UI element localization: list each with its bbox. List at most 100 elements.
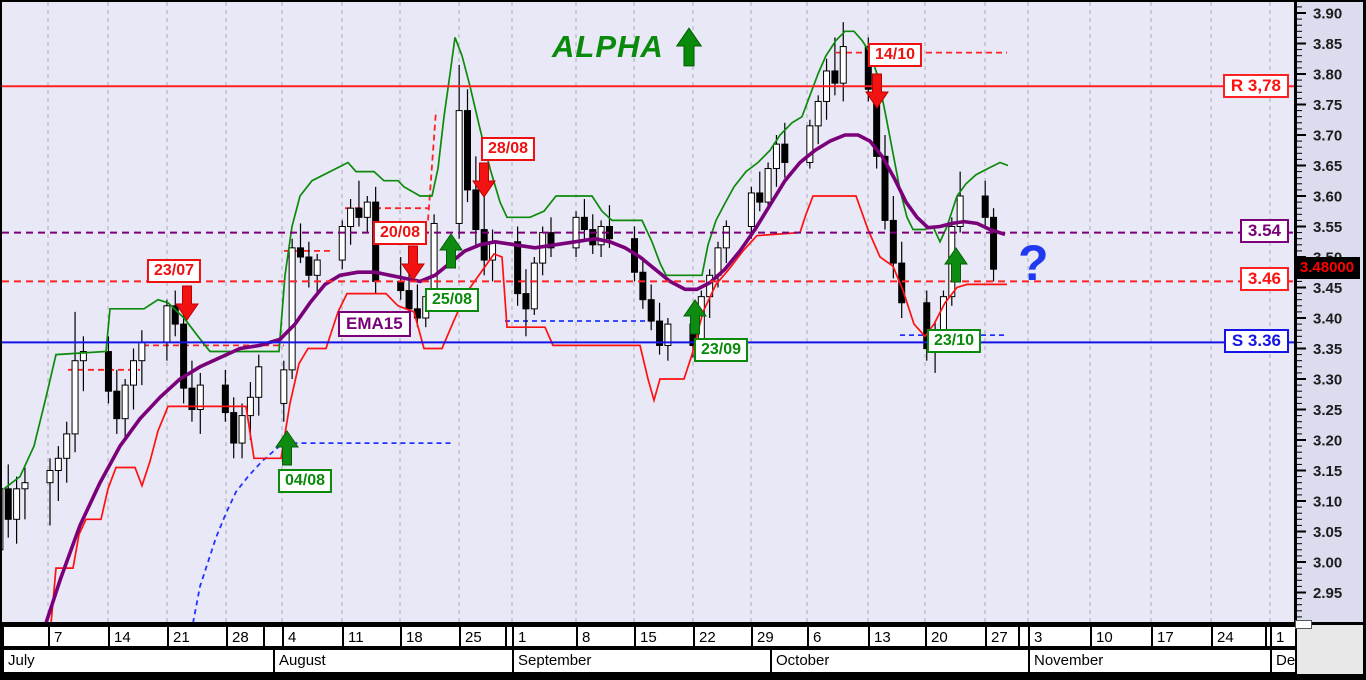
bearish-candle <box>514 241 522 295</box>
buy-arrow-up-icon <box>275 430 299 466</box>
signal-date-label: 23/07 <box>146 259 202 283</box>
y-tick-label: 3.10 <box>1313 494 1342 511</box>
week-cell-13-text: 13 <box>874 629 891 646</box>
bullish-candle <box>280 369 288 404</box>
week-cell-25-text: 25 <box>465 629 482 646</box>
frame-left <box>0 0 2 680</box>
bearish-candle <box>4 488 12 520</box>
week-cell-3: 3 <box>1028 625 1092 648</box>
month-cell-july: July <box>2 648 275 674</box>
week-cell-4: 4 <box>282 625 344 648</box>
week-cell-blank <box>2 625 50 648</box>
x-axis-separator <box>0 622 1366 625</box>
bullish-candle <box>238 415 246 444</box>
bullish-candle <box>338 226 346 261</box>
week-cell-7-text: 7 <box>54 629 63 646</box>
week-cell-1: 1 <box>1270 625 1297 648</box>
bullish-candle <box>79 351 87 362</box>
month-cell-august: August <box>273 648 514 674</box>
week-cell-29-text: 29 <box>757 629 774 646</box>
bearish-candle <box>180 323 188 389</box>
bullish-candle <box>430 222 438 298</box>
y-tick-label: 3.85 <box>1313 36 1342 53</box>
ema15-label: EMA15 <box>338 311 411 337</box>
week-cell-20-text: 20 <box>931 629 948 646</box>
week-cell-10: 10 <box>1090 625 1153 648</box>
frame-top <box>0 0 1366 2</box>
week-cell-13: 13 <box>868 625 927 648</box>
signal-date-label: 14/10 <box>867 43 923 67</box>
month-cell-september-text: September <box>518 652 592 669</box>
bullish-candle <box>455 110 463 224</box>
y-tick-label: 3.60 <box>1313 189 1342 206</box>
bearish-candle <box>580 216 588 231</box>
bearish-candle <box>171 305 179 325</box>
bullish-candle <box>21 482 29 490</box>
week-cell-1-text: 1 <box>518 629 527 646</box>
buy-arrow-up-icon <box>683 299 707 335</box>
week-cell-20: 20 <box>925 625 987 648</box>
bearish-candle <box>656 320 664 346</box>
sell-arrow-down-icon <box>472 162 496 198</box>
bearish-candle <box>405 290 413 310</box>
week-cell-24: 24 <box>1211 625 1267 648</box>
week-cell-22-text: 22 <box>699 629 716 646</box>
bullish-candle <box>363 201 371 218</box>
bullish-candle <box>121 384 129 420</box>
bullish-candle <box>246 396 254 417</box>
month-cell-november-text: November <box>1034 652 1104 669</box>
bullish-candle <box>764 168 772 203</box>
week-cell-28-text: 28 <box>232 629 249 646</box>
bearish-candle <box>547 232 555 249</box>
signal-date-label: 04/08 <box>277 469 333 493</box>
bullish-candle <box>956 195 964 227</box>
week-cell-6: 6 <box>807 625 870 648</box>
bearish-candle <box>990 216 998 270</box>
week-cell-27-text: 27 <box>991 629 1008 646</box>
bullish-candle <box>71 360 79 435</box>
bearish-candle <box>464 110 471 191</box>
y-tick-label: 3.30 <box>1313 372 1342 389</box>
bullish-candle <box>722 226 730 249</box>
y-tick-label: 2.95 <box>1313 585 1342 602</box>
signal-date-label: 23/09 <box>693 338 749 362</box>
y-tick-label: 3.75 <box>1313 97 1342 114</box>
y-tick-label: 3.80 <box>1313 67 1342 84</box>
week-cell-8-text: 8 <box>582 629 591 646</box>
last-price-badge: 3.48000 <box>1294 257 1360 279</box>
week-cell-blank <box>263 625 284 648</box>
axis-corner-handle[interactable] <box>1295 620 1312 629</box>
bearish-candle <box>889 219 897 264</box>
upper-band-line <box>3 30 1009 490</box>
bullish-candle <box>747 192 755 227</box>
bearish-candle <box>898 262 906 304</box>
y-axis-scale: 3.903.853.803.753.703.653.603.553.503.45… <box>1294 2 1342 622</box>
y-tick-label: 3.40 <box>1313 311 1342 328</box>
frame-bottom <box>0 674 1366 680</box>
bearish-candle <box>881 155 889 221</box>
bearish-candle <box>297 247 304 258</box>
week-cell-4-text: 4 <box>288 629 297 646</box>
bullish-candle <box>46 470 54 484</box>
bearish-candle <box>188 387 196 410</box>
week-cell-21: 21 <box>167 625 228 648</box>
ema15-line <box>44 133 1006 622</box>
signal-date-label: 25/08 <box>424 288 480 312</box>
week-cell-17-text: 17 <box>1157 629 1174 646</box>
bullish-candle <box>814 100 822 127</box>
bullish-candle <box>54 457 62 471</box>
week-cell-1-text: 1 <box>1276 629 1285 646</box>
sell-arrow-down-icon <box>865 73 889 109</box>
bearish-candle <box>781 143 789 163</box>
month-cell-july-text: July <box>8 652 35 669</box>
week-cell-8: 8 <box>576 625 636 648</box>
purple-level-label: 3.54 <box>1239 219 1289 243</box>
week-cell-29: 29 <box>751 625 809 648</box>
week-cell-14: 14 <box>108 625 169 648</box>
month-cell-december-text: December <box>1276 652 1296 669</box>
bullish-candle <box>196 384 204 411</box>
bearish-candle <box>397 280 405 292</box>
bullish-candle <box>664 323 672 346</box>
